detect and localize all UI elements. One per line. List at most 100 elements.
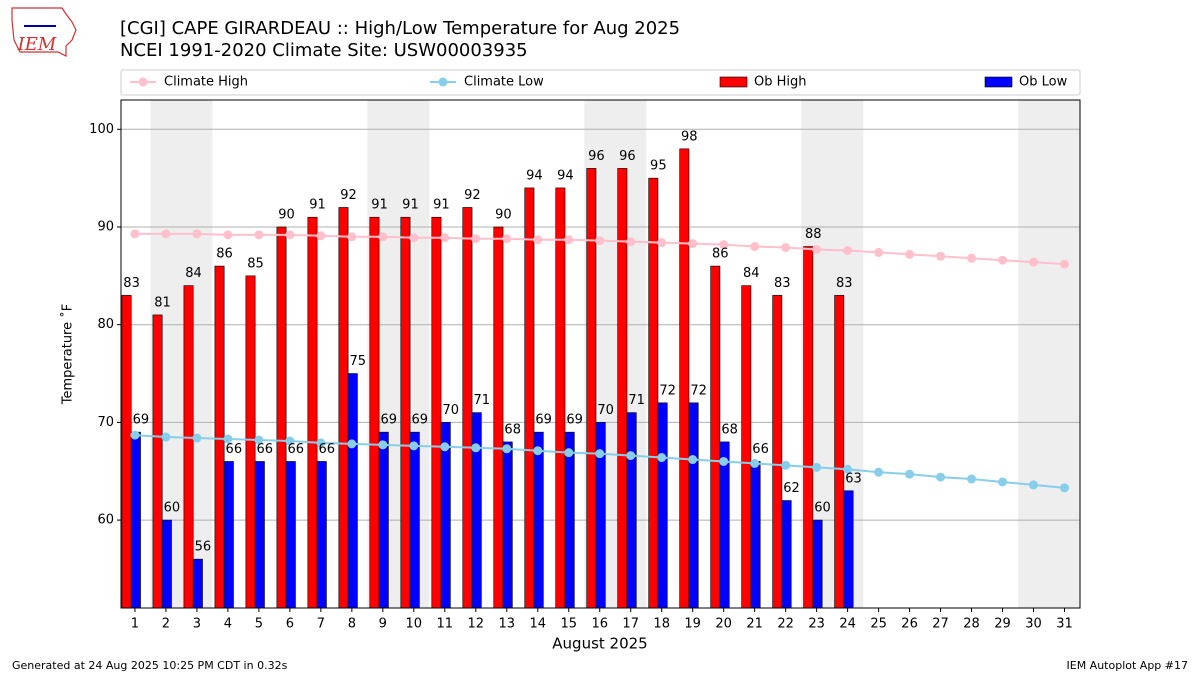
bar-value-label: 72 (659, 383, 676, 398)
x-tick-label: 26 (901, 617, 918, 632)
bar-value-label: 92 (464, 188, 481, 203)
line-point (502, 234, 512, 244)
bar (338, 207, 349, 609)
bar-value-label: 75 (349, 354, 366, 369)
legend-box (120, 69, 1081, 96)
x-tick-label: 18 (653, 617, 670, 632)
bar (307, 216, 318, 609)
line-point (688, 455, 698, 465)
bar-value-label: 91 (371, 198, 388, 213)
legend-label: Ob High (754, 75, 807, 90)
x-tick-label: 16 (591, 617, 608, 632)
line-point (998, 255, 1008, 265)
line-point (254, 230, 264, 240)
bar-value-label: 69 (380, 413, 397, 428)
x-tick-label: 11 (437, 617, 454, 632)
bar (462, 207, 473, 609)
line-point (564, 235, 574, 245)
bar (152, 314, 163, 609)
line-point (1029, 257, 1039, 267)
bar (409, 431, 420, 609)
x-tick-label: 24 (839, 617, 856, 632)
line-point (874, 247, 884, 257)
line-point (626, 451, 636, 461)
bar (564, 431, 575, 609)
bar (533, 431, 544, 609)
bar-value-label: 68 (721, 422, 738, 437)
chart-subtitle: NCEI 1991-2020 Climate Site: USW00003935 (120, 40, 528, 61)
x-axis-label: August 2025 (552, 635, 647, 653)
bar (347, 373, 358, 609)
bar-value-label: 60 (164, 501, 181, 516)
line-point (595, 236, 605, 246)
line-point (812, 244, 822, 254)
bar (316, 461, 327, 609)
x-tick-label: 27 (932, 617, 949, 632)
bar (400, 216, 411, 609)
x-tick-label: 4 (224, 617, 232, 632)
bar (192, 558, 203, 609)
bar-value-label: 96 (619, 149, 636, 164)
x-tick-label: 9 (379, 617, 387, 632)
line-point (533, 235, 543, 245)
line-point (626, 237, 636, 247)
bar (750, 461, 761, 609)
bar-value-label: 69 (566, 413, 583, 428)
line-point (223, 230, 233, 240)
x-tick-label: 1 (131, 617, 139, 632)
line-point (781, 460, 791, 470)
line-point (378, 440, 388, 450)
line-point (161, 229, 171, 239)
logo: IEM (11, 7, 77, 57)
line-point (471, 443, 481, 453)
line-point (1060, 483, 1070, 493)
bar-value-label: 92 (340, 188, 357, 203)
bar (121, 295, 132, 609)
bar-value-label: 63 (845, 471, 862, 486)
x-tick-label: 22 (777, 617, 794, 632)
line-point (1029, 480, 1039, 490)
line-point (254, 435, 264, 445)
line-point (812, 462, 822, 472)
line-point (750, 458, 760, 468)
bar-value-label: 83 (774, 276, 791, 291)
bar (843, 490, 854, 609)
bar (812, 519, 823, 609)
logo-outline (11, 7, 77, 57)
bar-value-label: 71 (628, 393, 645, 408)
x-tick-label: 8 (348, 617, 356, 632)
line-point (905, 249, 915, 259)
bar-value-label: 66 (288, 442, 305, 457)
x-tick-label: 10 (406, 617, 423, 632)
x-tick-label: 17 (622, 617, 639, 632)
line-point (719, 240, 729, 250)
bar (834, 295, 845, 609)
line-point (688, 239, 698, 249)
y-axis-label: Temperature ˚F (60, 304, 76, 405)
legend-marker (138, 77, 148, 87)
x-tick-label: 31 (1056, 617, 1073, 632)
bar (626, 412, 637, 609)
line-point (843, 245, 853, 255)
line-point (409, 233, 419, 243)
line-point (750, 242, 760, 252)
legend-swatch (719, 76, 748, 88)
bar-value-label: 69 (133, 413, 150, 428)
bar-value-label: 84 (743, 266, 760, 281)
line-point (595, 449, 605, 459)
line-point (285, 230, 295, 240)
bar (617, 168, 628, 609)
footer-right: IEM Autoplot App #17 (1067, 659, 1189, 672)
bar-value-label: 94 (557, 168, 574, 183)
line-point (347, 439, 357, 449)
line-point (843, 464, 853, 474)
bar (710, 265, 721, 609)
line-point (967, 474, 977, 484)
bar-value-label: 70 (442, 403, 459, 418)
bar-value-label: 81 (154, 295, 171, 310)
bar-value-label: 95 (650, 159, 667, 174)
bar (586, 168, 597, 609)
bar (471, 412, 482, 609)
x-tick-label: 19 (684, 617, 701, 632)
bar (161, 519, 172, 609)
